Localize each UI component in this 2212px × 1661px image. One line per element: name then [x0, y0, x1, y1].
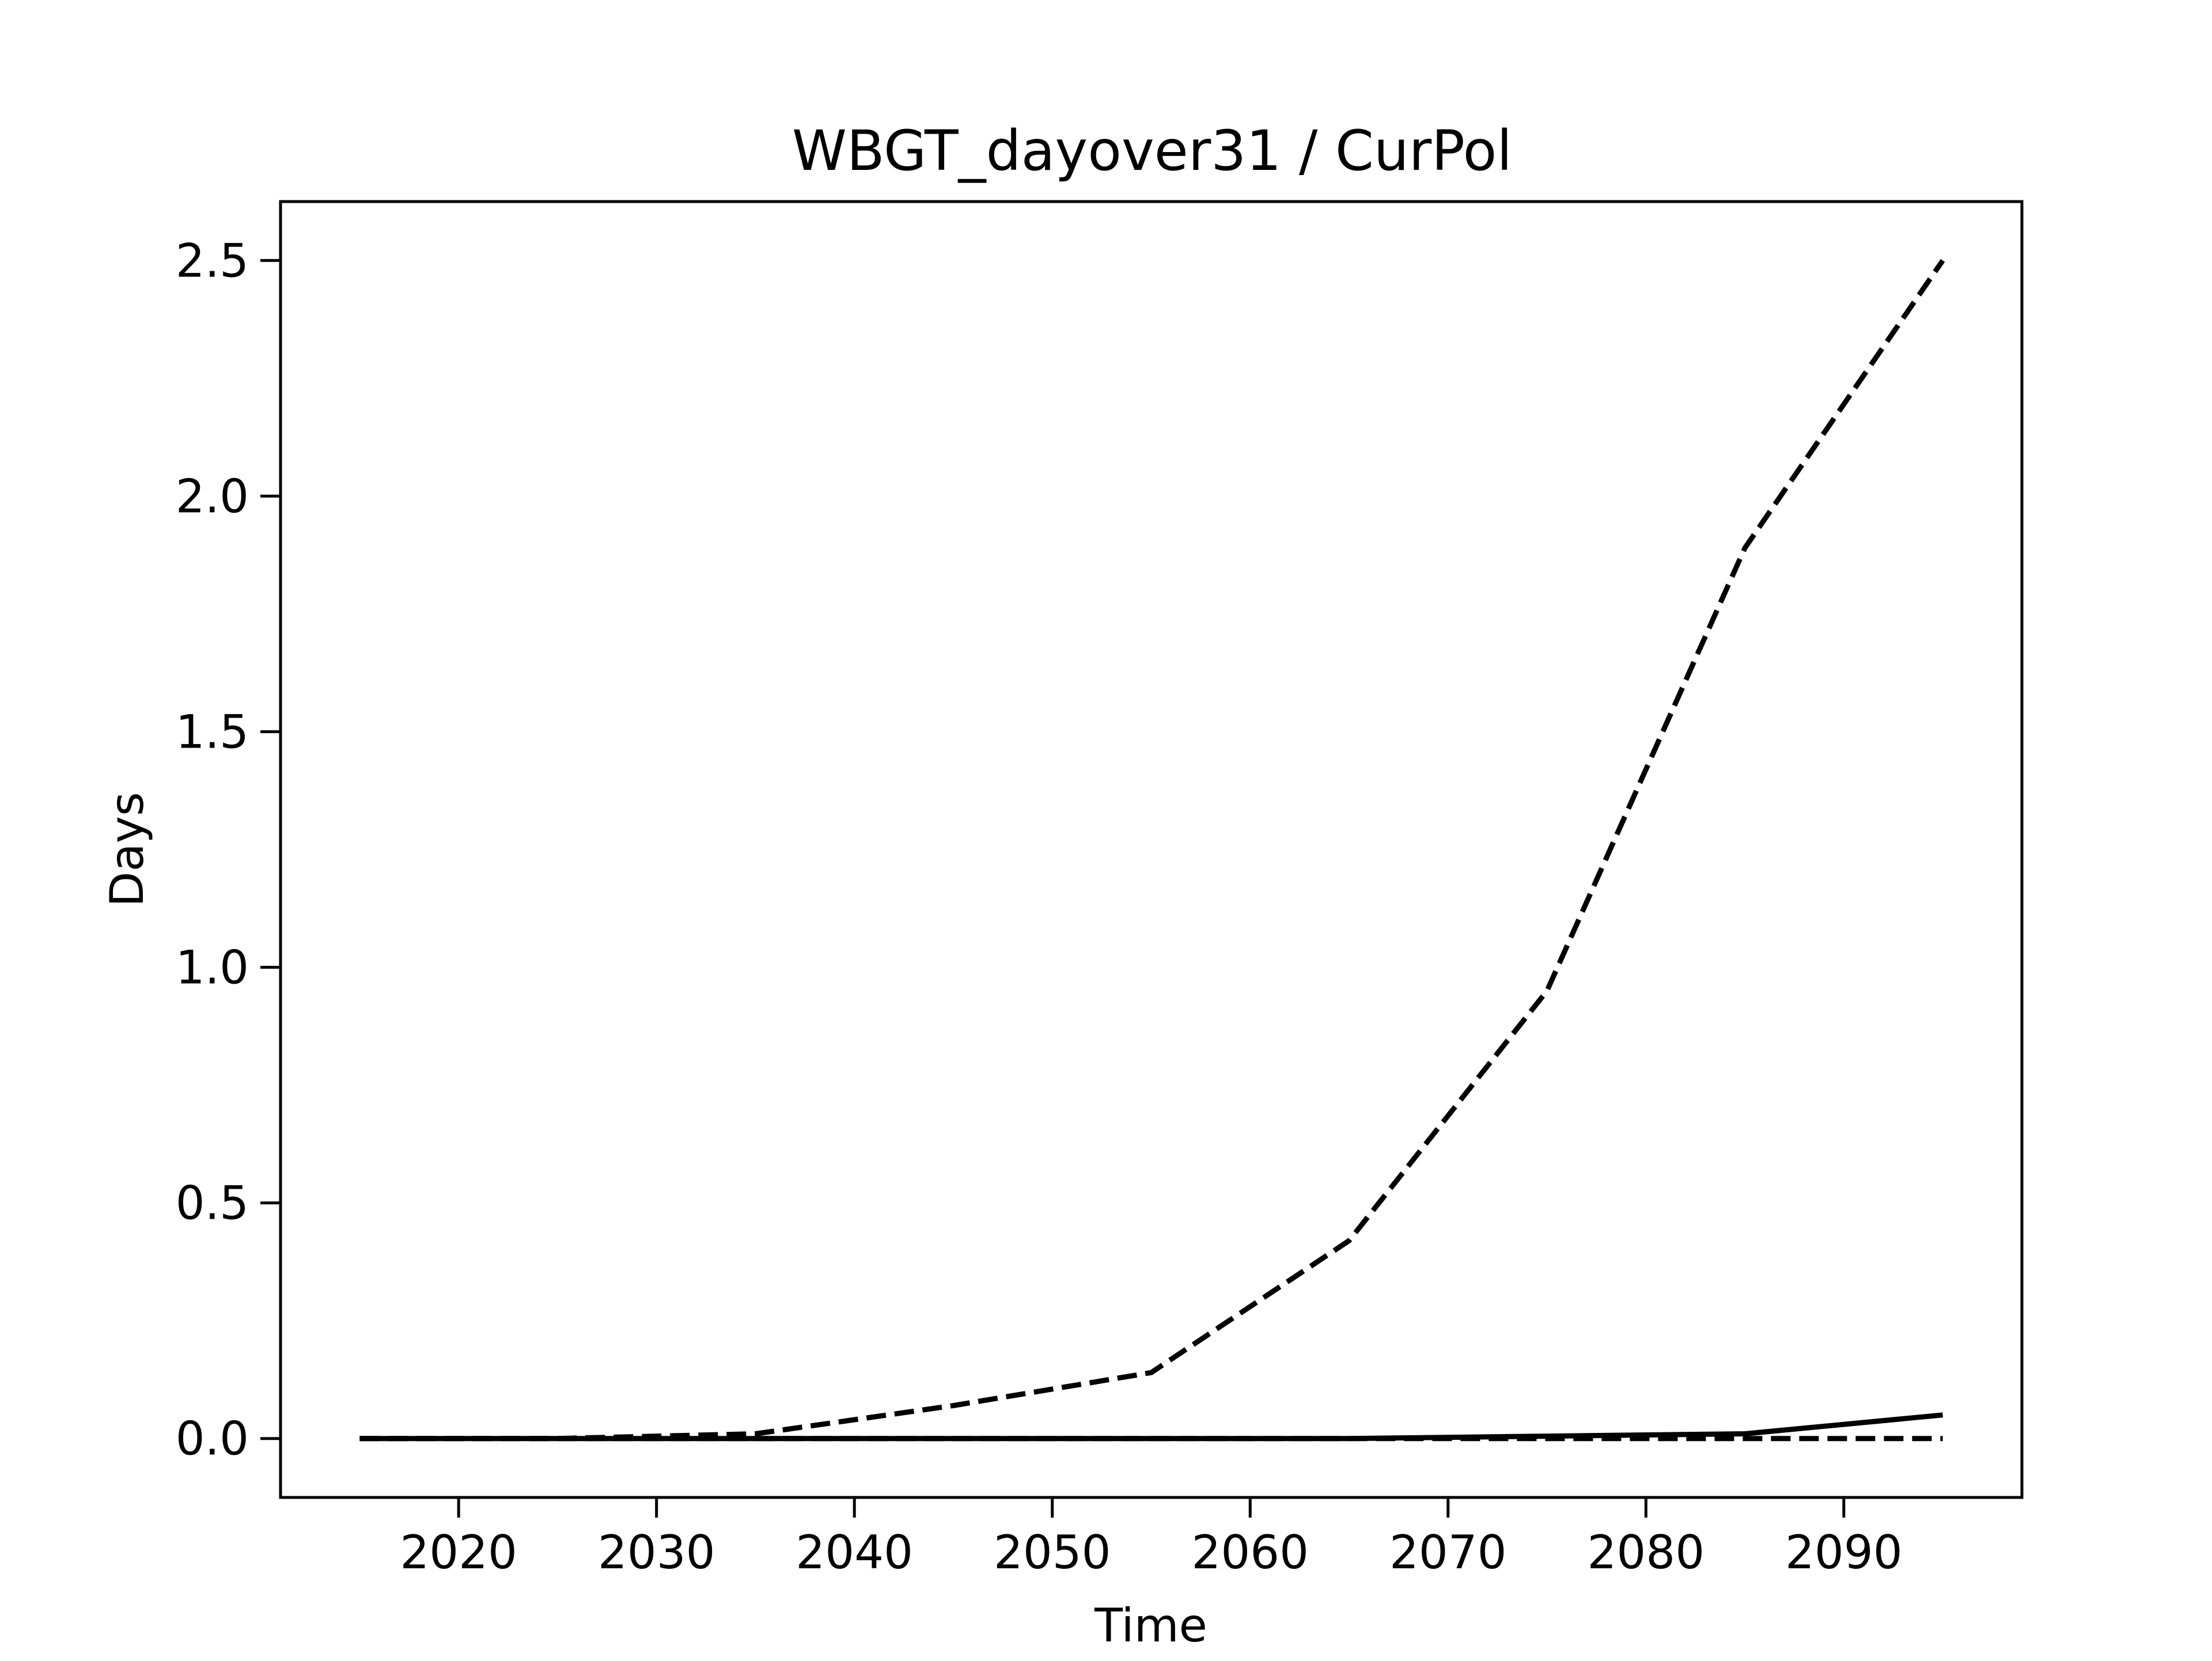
y-tick-label: 1.5 [176, 705, 249, 759]
x-tick-label: 2080 [1588, 1526, 1705, 1579]
y-tick-label: 1.0 [176, 941, 249, 995]
x-axis: 2020 2030 2040 2050 2060 2070 2080 2090 [400, 1497, 1903, 1579]
x-tick-label: 2060 [1191, 1526, 1309, 1579]
y-tick-label: 2.5 [176, 234, 249, 287]
y-axis-label: Days [100, 792, 154, 907]
x-tick-label: 2090 [1785, 1526, 1903, 1579]
x-tick-label: 2020 [400, 1526, 517, 1579]
x-tick-label: 2040 [796, 1526, 913, 1579]
x-tick-label: 2070 [1389, 1526, 1507, 1579]
chart-title: WBGT_dayover31 / CurPol [792, 119, 1512, 183]
y-axis: 0.0 0.5 1.0 1.5 2.0 2.5 [176, 234, 281, 1466]
y-tick-label: 0.5 [176, 1177, 249, 1230]
x-tick-label: 2030 [598, 1526, 715, 1579]
plot-area-frame [279, 200, 2024, 1499]
series-layer [359, 259, 1945, 1442]
x-axis-label: Time [1094, 1599, 1207, 1652]
y-tick-label: 0.0 [176, 1412, 249, 1466]
x-tick-label: 2050 [994, 1526, 1111, 1579]
y-tick-label: 2.0 [176, 469, 249, 523]
